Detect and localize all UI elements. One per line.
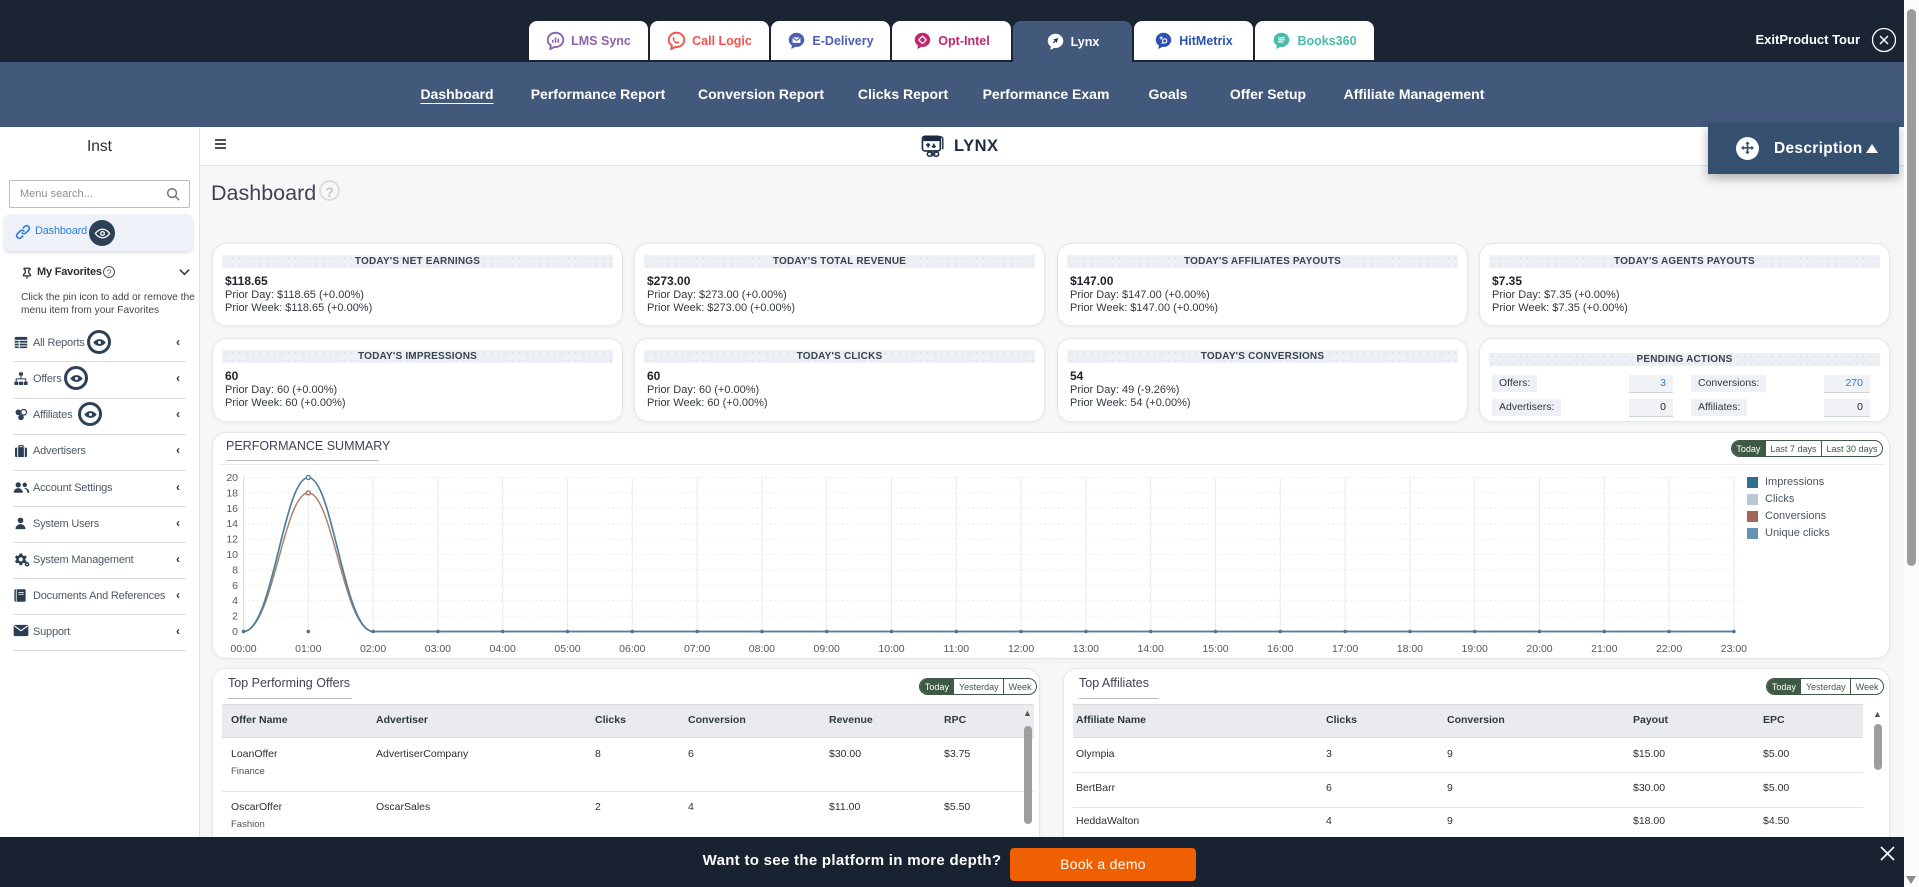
svg-text:10: 10 xyxy=(226,549,238,561)
svg-text:03:00: 03:00 xyxy=(425,643,451,655)
svg-text:10:00: 10:00 xyxy=(878,643,904,655)
svg-text:18: 18 xyxy=(226,487,238,499)
svg-text:00:00: 00:00 xyxy=(230,643,256,655)
svg-text:8: 8 xyxy=(232,564,238,576)
svg-text:14:00: 14:00 xyxy=(1138,643,1164,655)
svg-text:12: 12 xyxy=(226,534,238,546)
svg-text:20: 20 xyxy=(226,472,238,484)
svg-text:17:00: 17:00 xyxy=(1332,643,1358,655)
svg-text:05:00: 05:00 xyxy=(554,643,580,655)
svg-text:09:00: 09:00 xyxy=(814,643,840,655)
svg-text:11:00: 11:00 xyxy=(944,643,970,655)
svg-text:6: 6 xyxy=(232,580,238,592)
svg-text:19:00: 19:00 xyxy=(1462,643,1488,655)
svg-text:20:00: 20:00 xyxy=(1526,643,1552,655)
svg-text:08:00: 08:00 xyxy=(749,643,775,655)
svg-text:16: 16 xyxy=(226,503,238,515)
svg-text:23:00: 23:00 xyxy=(1721,643,1747,655)
svg-text:0: 0 xyxy=(232,626,238,638)
svg-text:07:00: 07:00 xyxy=(684,643,710,655)
svg-text:02:00: 02:00 xyxy=(360,643,386,655)
svg-text:15:00: 15:00 xyxy=(1202,643,1228,655)
svg-text:18:00: 18:00 xyxy=(1397,643,1423,655)
svg-text:14: 14 xyxy=(226,518,238,530)
svg-text:16:00: 16:00 xyxy=(1267,643,1293,655)
svg-text:12:00: 12:00 xyxy=(1008,643,1034,655)
svg-text:4: 4 xyxy=(232,595,238,607)
svg-text:2: 2 xyxy=(232,611,238,623)
svg-text:04:00: 04:00 xyxy=(490,643,516,655)
svg-text:13:00: 13:00 xyxy=(1073,643,1099,655)
svg-text:06:00: 06:00 xyxy=(619,643,645,655)
svg-text:22:00: 22:00 xyxy=(1656,643,1682,655)
svg-text:21:00: 21:00 xyxy=(1591,643,1617,655)
svg-text:01:00: 01:00 xyxy=(295,643,321,655)
